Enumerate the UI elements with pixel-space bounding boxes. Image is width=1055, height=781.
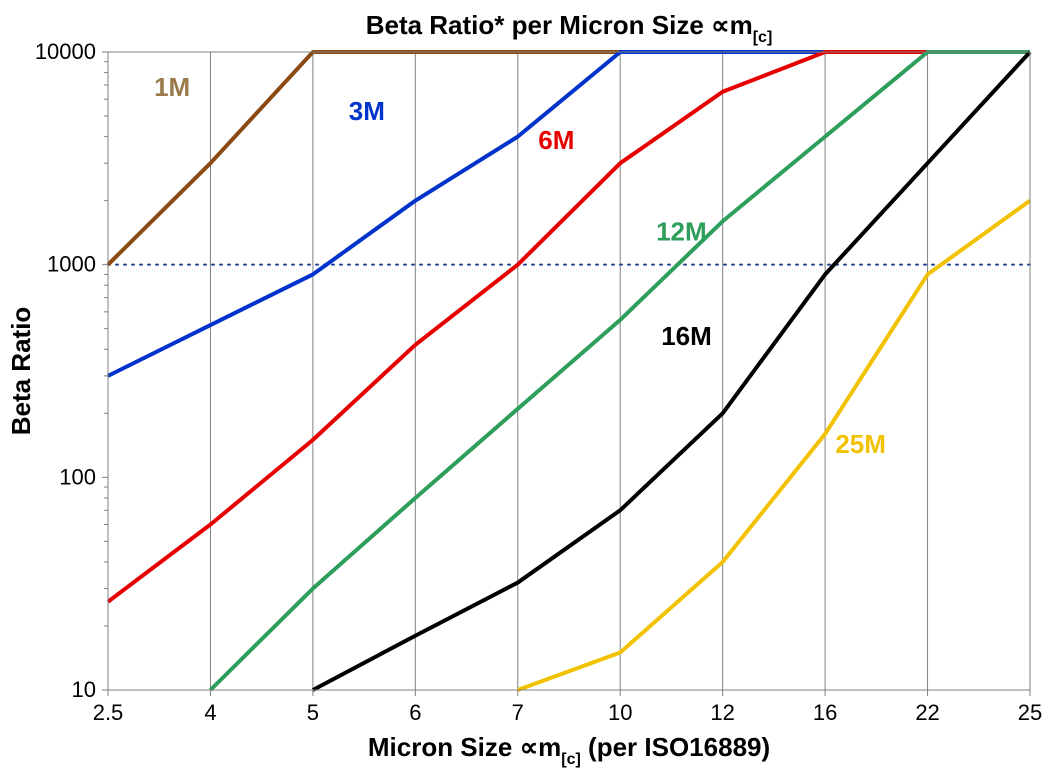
x-tick-label: 5 — [307, 700, 319, 725]
series-label-16M: 16M — [661, 321, 712, 351]
y-axis-title: Beta Ratio — [6, 307, 36, 436]
y-tick-label: 100 — [59, 464, 96, 489]
x-tick-label: 22 — [915, 700, 939, 725]
series-label-12M: 12M — [656, 216, 707, 246]
y-tick-label: 10 — [72, 677, 96, 702]
beta-ratio-chart: 2.5 4 5 6 7 10 12 16 22 25 10 100 1000 10000 1M 3M 6M 12M… — [0, 0, 1055, 781]
series-label-6M: 6M — [538, 125, 574, 155]
x-tick-label: 7 — [512, 700, 524, 725]
series-label-1M: 1M — [154, 72, 190, 102]
x-tick-label: 10 — [608, 700, 632, 725]
chart-title: Beta Ratio* per Micron Size ∝m[c] — [366, 10, 773, 46]
y-tick-label: 10000 — [35, 39, 96, 64]
x-tick-label: 6 — [409, 700, 421, 725]
x-axis-title: Micron Size ∝m[c] (per ISO16889) — [368, 732, 770, 768]
series-label-25M: 25M — [835, 429, 886, 459]
x-tick-label: 25 — [1018, 700, 1042, 725]
x-tick-label: 12 — [710, 700, 734, 725]
x-tick-label: 16 — [813, 700, 837, 725]
y-tick-label: 1000 — [47, 252, 96, 277]
x-tick-label: 4 — [204, 700, 216, 725]
series-label-3M: 3M — [349, 96, 385, 126]
x-tick-label: 2.5 — [93, 700, 124, 725]
